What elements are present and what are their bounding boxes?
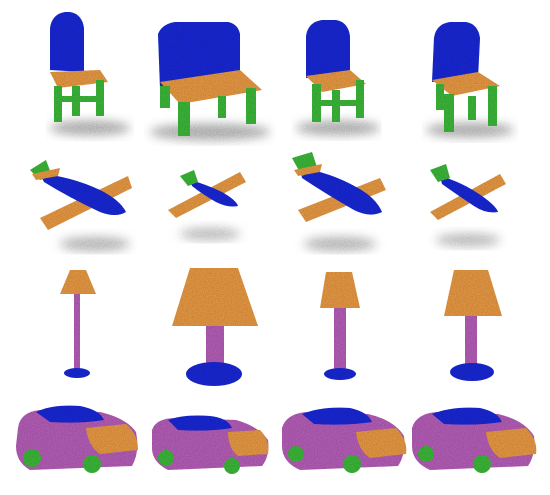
tail [180,170,198,186]
lamp-base [186,362,242,386]
lamp-pole [334,308,346,370]
car-wheel [418,446,434,462]
tail [430,164,450,182]
car-roof [302,407,372,425]
shadow [426,123,514,137]
shadow [436,234,500,246]
fuselage [300,168,382,215]
chair-back [432,22,480,82]
lamp-shade [320,272,360,308]
shadow [150,124,270,140]
car-hood [228,430,269,456]
chair-leg [468,96,476,120]
car-2 [152,415,269,474]
car-roof [432,407,502,425]
shadow [296,121,380,135]
car-wheel [23,449,41,467]
lamp-base [324,368,356,380]
chair-leg [436,84,444,110]
chair-leg [54,86,62,122]
lamp-4 [444,270,502,381]
chair-4 [426,22,514,137]
car-hood [356,428,407,458]
car-3 [282,407,407,473]
car-4 [412,407,537,473]
tailplane [32,168,60,180]
chair-seat [432,72,500,96]
lamp-row [60,268,502,386]
airplane-4 [430,164,506,246]
chair-leg [178,102,190,136]
lamp-2 [172,268,258,386]
chair-3 [296,20,380,135]
chair-leg [246,88,256,124]
chair-leg [218,96,226,118]
fuselage [40,174,126,215]
lamp-3 [320,272,360,380]
car-wheel [288,446,304,462]
lamp-shade [444,270,502,316]
car-wheel [224,458,240,474]
car-1 [16,405,138,473]
chair-leg [444,94,454,132]
car-body [152,418,269,470]
lamp-stem [206,326,224,366]
car-wheel [473,455,491,473]
lamp-1 [60,270,96,378]
lamp-base [450,363,494,381]
car-hood [86,424,138,454]
chair-seat [160,70,262,104]
chair-leg [160,86,170,108]
chair-1 [50,12,130,135]
car-roof [168,415,232,431]
car-hood [486,428,537,458]
chair-seat [50,70,108,88]
chair-back [306,20,350,78]
car-body [16,410,138,470]
chair-row [50,12,514,140]
chair-back [50,12,84,72]
car-wheel [83,455,101,473]
airplane-2 [168,170,246,240]
car-roof [36,405,104,423]
chair-leg [488,86,497,126]
shadow [180,228,240,240]
chair-rail [316,100,362,106]
airplane-row [30,152,506,251]
lamp-pole [465,316,477,364]
fuselage [190,180,238,207]
lamp-pole [74,294,80,370]
shadow [60,237,130,251]
chair-2 [150,22,270,140]
car-row [16,405,537,474]
chair-leg [356,80,364,118]
chair-back [158,22,240,88]
airplane-3 [292,152,386,251]
fuselage [440,176,498,213]
shadow [304,237,376,251]
lamp-shade [60,270,96,294]
car-wheel [343,455,361,473]
shadow [50,121,130,135]
lamp-shade [172,268,258,326]
airplane-1 [30,160,132,251]
chair-rail [58,96,102,102]
car-wheel [158,450,174,466]
lamp-base [64,368,90,378]
tailplane [294,164,322,176]
